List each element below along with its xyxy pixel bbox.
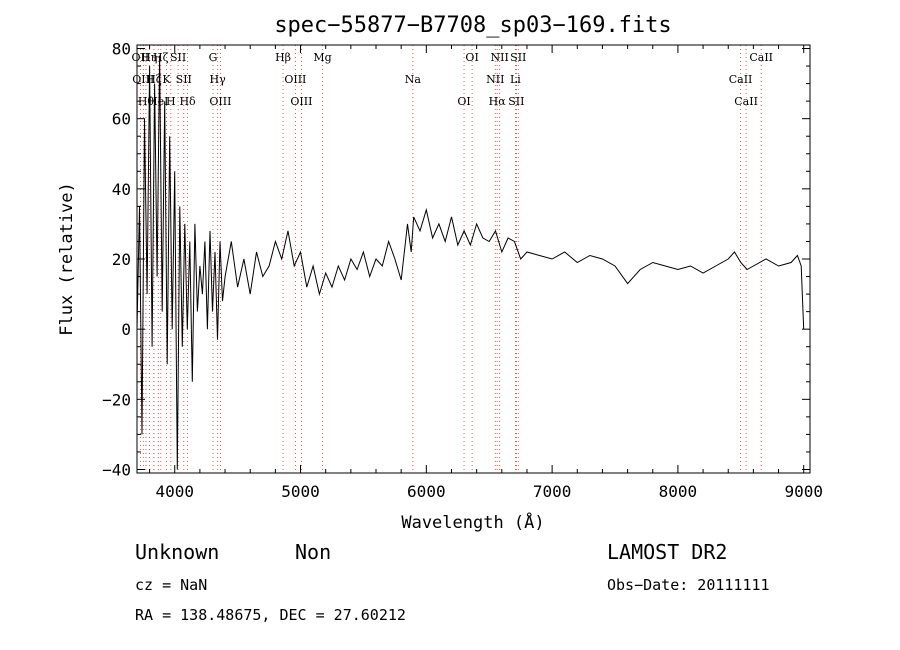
emission-line-labels: OIIOIIIHθHηHζHeIHζKHSIISIIHδGHγOIIIHβOII… <box>132 51 773 108</box>
y-tick-label: 60 <box>112 110 131 129</box>
subclass: Non <box>295 540 331 564</box>
x-tick-label: 6000 <box>407 482 446 501</box>
object-class: Unknown <box>135 540 219 564</box>
line-marker-label: OI <box>457 95 470 108</box>
line-marker-label: OI <box>465 51 478 64</box>
y-tick-label: 80 <box>112 40 131 59</box>
y-tick-label: 20 <box>112 250 131 269</box>
sky-coordinates: RA = 138.48675, DEC = 27.60212 <box>135 606 406 624</box>
y-axis-label: Flux (relative) <box>57 182 77 336</box>
y-axis-ticks: −40 −20 0 20 40 60 80 <box>102 40 810 479</box>
spectrum-line <box>136 55 805 470</box>
line-marker-label: H <box>166 95 176 108</box>
line-marker-label: NII <box>486 73 504 86</box>
line-marker-label: Hη <box>141 51 157 64</box>
chart-title: spec−55877−B7708_sp03−169.fits <box>274 13 671 38</box>
y-tick-label: −40 <box>102 460 131 479</box>
observation-date: Obs−Date: 20111111 <box>607 576 770 594</box>
x-tick-label: 9000 <box>784 482 823 501</box>
line-marker-label: SII <box>510 51 526 64</box>
x-tick-label: 7000 <box>533 482 572 501</box>
emission-line-markers <box>139 45 762 473</box>
line-marker-label: OII <box>132 51 150 64</box>
line-marker-label: SII <box>170 51 186 64</box>
x-tick-label: 8000 <box>659 482 698 501</box>
line-marker-label: Hδ <box>179 95 196 108</box>
line-marker-label: SII <box>176 73 192 86</box>
x-tick-label: 4000 <box>155 482 194 501</box>
line-marker-label: Na <box>405 73 422 86</box>
survey-name: LAMOST DR2 <box>607 540 727 564</box>
line-marker-label: Hβ <box>275 51 291 64</box>
line-marker-label: SII <box>508 95 524 108</box>
line-marker-label: OIII <box>284 73 306 86</box>
line-marker-label: K <box>162 73 171 86</box>
line-marker-label: CaII <box>734 95 758 108</box>
x-axis-ticks: 4000 5000 6000 7000 8000 9000 <box>149 45 823 501</box>
line-marker-label: Hγ <box>210 73 227 86</box>
line-marker-label: OIII <box>209 95 231 108</box>
y-tick-label: −20 <box>102 390 131 409</box>
line-marker-label: G <box>209 51 218 64</box>
line-marker-label: CaII <box>749 51 773 64</box>
y-tick-label: 40 <box>112 180 131 199</box>
redshift-value: cz = NaN <box>135 576 207 594</box>
line-marker-label: HeI <box>148 95 168 108</box>
line-marker-label: CaII <box>729 73 753 86</box>
line-marker-label: Hζ <box>153 51 169 64</box>
line-marker-label: NII <box>491 51 509 64</box>
line-marker-label: OIII <box>290 95 312 108</box>
x-tick-label: 5000 <box>281 482 320 501</box>
y-tick-label: 0 <box>121 320 131 339</box>
line-marker-label: OIII <box>132 73 154 86</box>
x-axis-label: Wavelength (Å) <box>401 511 544 533</box>
line-marker-label: Mg <box>313 51 331 64</box>
line-marker-label: Hα <box>489 95 507 108</box>
plot-frame <box>136 44 811 474</box>
line-marker-label: Li <box>510 73 521 86</box>
